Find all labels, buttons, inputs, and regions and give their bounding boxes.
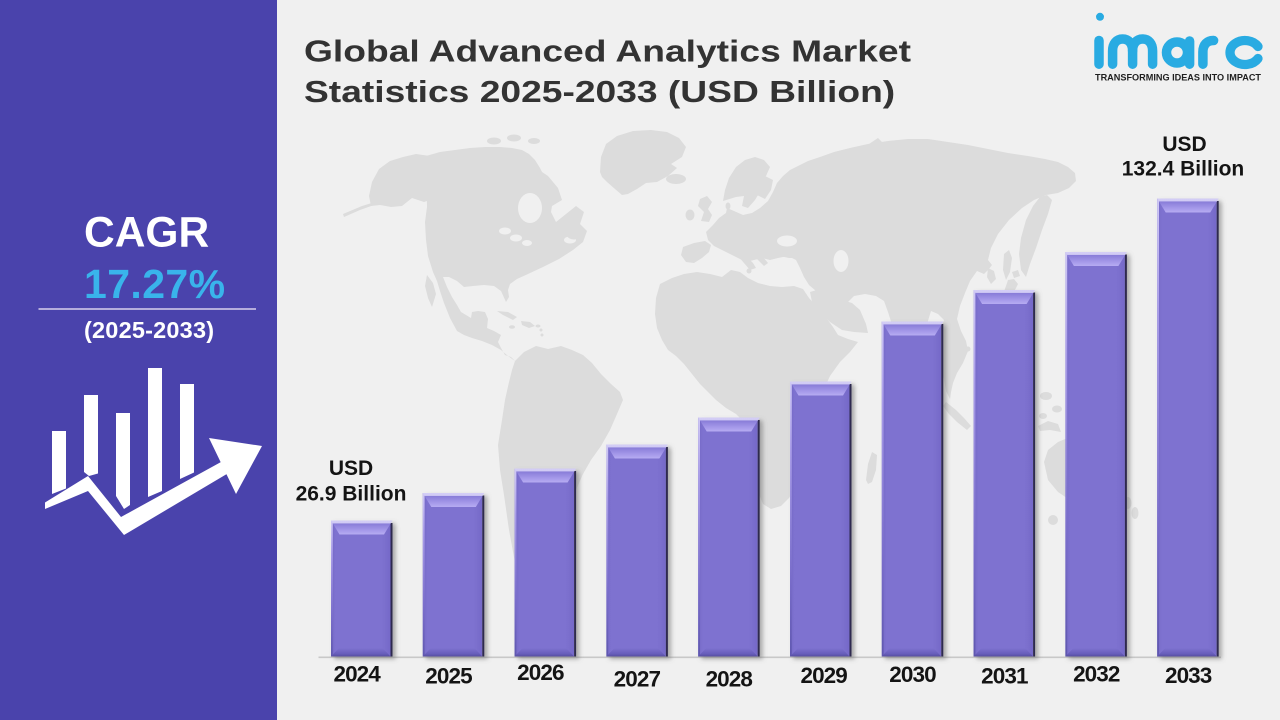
svg-text:2027: 2027 <box>614 667 661 692</box>
svg-text:Global Advanced Analytics Mark: Global Advanced Analytics Market <box>304 34 911 68</box>
svg-text:USD: USD <box>329 457 373 480</box>
svg-text:17.27%: 17.27% <box>84 261 225 307</box>
svg-text:(2025-2033): (2025-2033) <box>84 317 214 343</box>
svg-text:132.4 Billion: 132.4 Billion <box>1122 158 1245 181</box>
svg-text:2026: 2026 <box>517 660 564 685</box>
svg-text:2028: 2028 <box>706 667 753 692</box>
svg-text:2032: 2032 <box>1073 661 1120 686</box>
svg-text:2031: 2031 <box>981 664 1028 689</box>
svg-text:Statistics 2025-2033 (USD Bill: Statistics 2025-2033 (USD Billion) <box>304 75 895 109</box>
svg-text:2025: 2025 <box>425 664 472 689</box>
svg-text:TRANSFORMING IDEAS INTO IMPACT: TRANSFORMING IDEAS INTO IMPACT <box>1095 73 1261 83</box>
svg-text:26.9 Billion: 26.9 Billion <box>296 482 407 505</box>
svg-text:2030: 2030 <box>889 662 936 687</box>
svg-text:2024: 2024 <box>333 661 381 686</box>
svg-text:2029: 2029 <box>800 663 847 688</box>
svg-text:2033: 2033 <box>1165 663 1212 688</box>
svg-text:CAGR: CAGR <box>84 210 209 257</box>
svg-text:USD: USD <box>1162 133 1206 156</box>
